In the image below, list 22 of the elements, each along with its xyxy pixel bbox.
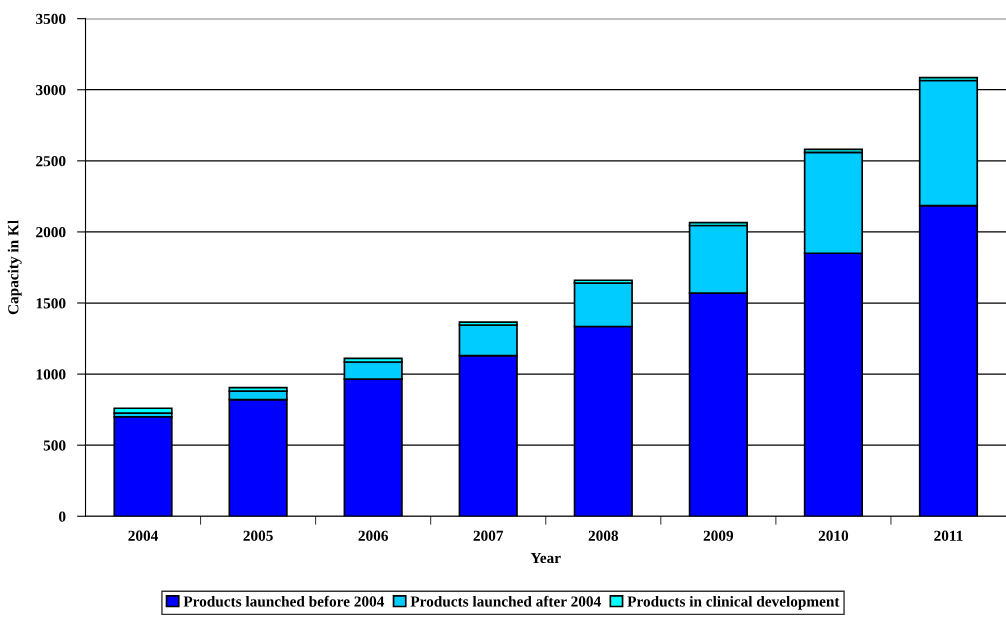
- bar: [113, 407, 173, 415]
- y-tick-label: 1000: [36, 369, 66, 380]
- y-tick-label: 2500: [36, 155, 66, 167]
- x-tick-label: 2005: [243, 530, 273, 541]
- y-tick-label: 0: [59, 511, 66, 522]
- y-tick-label: 3000: [36, 84, 66, 96]
- y-tick-label: 3500: [36, 13, 66, 25]
- y-tick-label: 1500: [36, 298, 66, 309]
- x-tick-label: 2004: [128, 530, 159, 541]
- y-axis-title: Capacity in Kl: [7, 220, 22, 315]
- x-tick-label: 2009: [703, 530, 734, 541]
- x-tick-label: 2011: [934, 530, 963, 541]
- x-tick-label: 2006: [358, 530, 388, 541]
- legend-label: Products launched before 2004: [183, 595, 385, 607]
- x-tick-label: 2008: [588, 530, 619, 541]
- y-tick-label: 2000: [36, 227, 66, 238]
- x-tick-label: 2007: [473, 530, 504, 541]
- legend-label: Products launched after 2004: [410, 595, 601, 607]
- legend-label: Products in clinical development: [627, 595, 840, 610]
- x-axis-title: Year: [530, 552, 561, 564]
- y-tick-label: 500: [43, 440, 66, 451]
- x-tick-label: 2010: [818, 530, 849, 541]
